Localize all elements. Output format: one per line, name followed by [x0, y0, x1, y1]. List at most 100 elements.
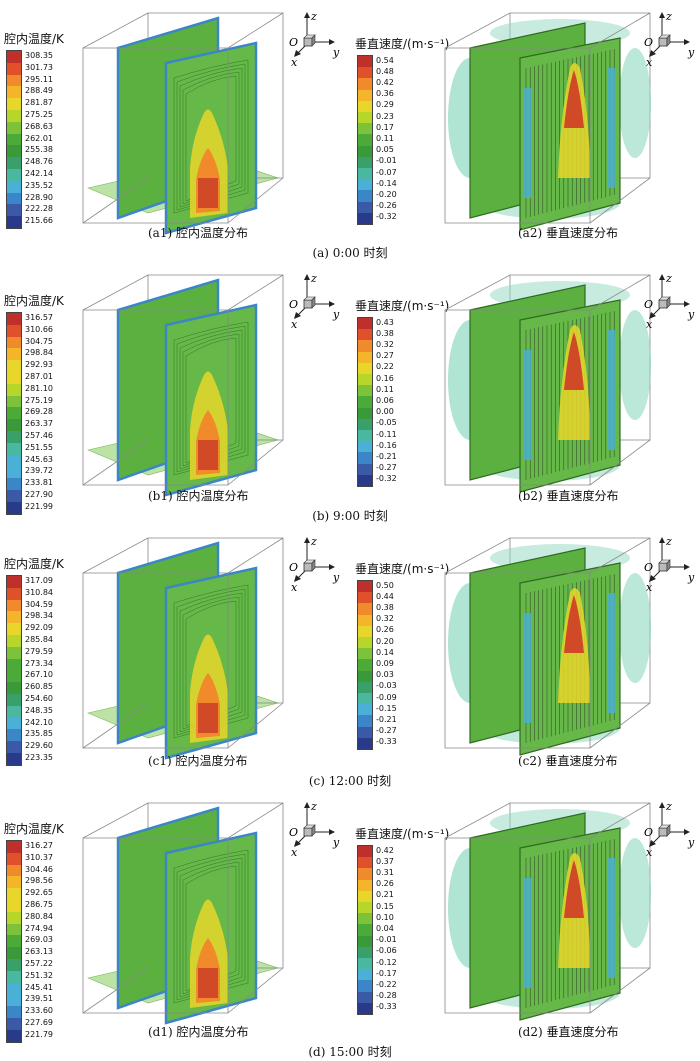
axes-triad-right: zOx y — [644, 800, 695, 859]
axis-label-y: y — [687, 46, 695, 59]
colorbar-tick-label: 317.09 — [25, 575, 53, 585]
colorbar-swatch — [358, 463, 372, 476]
colorbar-tick-label: 0.38 — [376, 603, 394, 612]
origin-cube-side — [311, 824, 316, 837]
colorbar-tick-label: 316.27 — [25, 840, 53, 850]
colorbar-swatch — [358, 407, 372, 420]
colorbar-tick-label: 0.37 — [376, 856, 394, 866]
colorbar-swatch — [358, 592, 372, 604]
colorbar-swatch — [358, 112, 372, 124]
colorbar-tick-label: -0.33 — [376, 737, 397, 747]
colorbar-tick-label: 0.26 — [376, 625, 394, 635]
cube-edge — [82, 12, 149, 49]
colorbar-tick-label: 229.60 — [25, 741, 53, 751]
colorbar-swatch — [7, 324, 21, 338]
colorbar-tick-label: 223.35 — [25, 752, 53, 762]
colorbar-swatch — [358, 329, 372, 341]
caption-temperature: (c1) 腔内温度分布 — [148, 754, 248, 768]
cube-edge — [82, 702, 149, 749]
axis-label-x: x — [646, 581, 653, 594]
axes-triad-right: zOx y — [644, 272, 695, 331]
colorbar-tick-label: 298.84 — [25, 348, 53, 358]
colorbar-tick-label: -0.09 — [376, 692, 397, 702]
temperature-distribution-plot — [82, 537, 284, 760]
axis-label-y: y — [687, 308, 695, 321]
colorbar-swatch — [7, 670, 21, 683]
colorbar-tick-label: 0.11 — [376, 134, 394, 143]
colorbar-swatch — [7, 717, 21, 730]
colorbar-tick-label: 304.75 — [25, 336, 53, 346]
origin-cube — [303, 827, 313, 837]
colorbar-tick-label: 0.04 — [376, 924, 394, 933]
y-axis-arrow — [329, 301, 335, 307]
cube-edge — [227, 802, 284, 839]
axis-label-y: y — [332, 46, 340, 59]
colorbar-swatch — [358, 100, 372, 113]
colorbar-tick-label: 292.09 — [25, 623, 53, 633]
origin-cube-side — [666, 34, 671, 47]
velocity-legend-colorbar — [357, 317, 373, 487]
colorbar-swatch — [7, 852, 21, 866]
colorbar-tick-label: 0.26 — [376, 879, 394, 889]
cube-edge — [589, 439, 651, 486]
caption-time: (c) 12:00 时刻 — [308, 774, 392, 788]
colorbar-swatch — [358, 123, 372, 135]
colorbar-tick-label: 0.32 — [376, 340, 394, 349]
axes-triad-left: zOx y — [289, 535, 340, 594]
y-axis-arrow — [684, 39, 690, 45]
panel-b: 腔内温度/K 316.57 310.66 304.75 298.84 292.93 287.… — [0, 262, 700, 525]
velocity-legend-colorbar — [357, 580, 373, 750]
cube-edge — [82, 967, 149, 1014]
colorbar-swatch — [7, 145, 21, 158]
colorbar-tick-label: 0.42 — [376, 845, 394, 855]
colorbar-swatch — [7, 658, 21, 671]
colorbar-swatch — [358, 879, 372, 892]
colorbar-swatch — [7, 192, 21, 205]
axis-label-z: z — [665, 10, 672, 23]
colorbar-tick-label: 245.63 — [25, 454, 53, 464]
colorbar-swatch — [358, 418, 372, 431]
colorbar-swatch — [358, 670, 372, 683]
upward-jet-core — [564, 860, 584, 918]
colorbar-swatch — [7, 51, 21, 64]
colorbar-swatch — [358, 474, 372, 487]
axes-triad-right: zOx y — [644, 535, 695, 594]
colorbar-tick-label: 0.23 — [376, 111, 394, 121]
axis-label-x: x — [646, 846, 653, 859]
x-axis-arrow — [294, 50, 301, 57]
axis-label-y: y — [687, 836, 695, 849]
colorbar-swatch — [7, 576, 21, 589]
temperature-legend-colorbar — [6, 312, 22, 515]
colorbar-swatch — [7, 372, 21, 385]
colorbar-tick-label: 310.66 — [25, 324, 53, 334]
colorbar-swatch — [358, 452, 372, 465]
colorbar-swatch — [358, 625, 372, 638]
axis-label-o: O — [289, 298, 298, 311]
colorbar-tick-label: 248.35 — [25, 705, 53, 715]
colorbar-tick-label: -0.21 — [376, 715, 397, 724]
cube-edge — [227, 702, 284, 749]
velocity-distribution-plot — [444, 12, 651, 231]
cube-edge — [444, 537, 511, 574]
x-axis-arrow — [294, 575, 301, 582]
colorbar-swatch — [7, 336, 21, 349]
axis-label-z: z — [310, 535, 317, 548]
colorbar-swatch — [358, 168, 372, 180]
axis-label-y: y — [687, 571, 695, 584]
downward-flow-region — [524, 613, 532, 723]
colorbar-tick-label: -0.17 — [376, 968, 397, 978]
colorbar-swatch — [7, 623, 21, 636]
colorbar-tick-label: 251.55 — [25, 442, 53, 452]
origin-cube-side — [666, 824, 671, 837]
colorbar-tick-label: 263.13 — [25, 947, 53, 957]
colorbar-swatch — [7, 216, 21, 229]
colorbar-swatch — [358, 67, 372, 79]
temperature-legend-title: 腔内温度/K — [4, 557, 64, 571]
temperature-legend-colorbar — [6, 840, 22, 1043]
colorbar-swatch — [358, 603, 372, 616]
colorbar-tick-label: 287.01 — [25, 371, 53, 381]
colorbar-swatch — [7, 923, 21, 936]
velocity-legend-title: 垂直速度/(m·s⁻¹) — [355, 562, 450, 576]
colorbar-swatch — [7, 110, 21, 123]
origin-cube-side — [666, 559, 671, 572]
